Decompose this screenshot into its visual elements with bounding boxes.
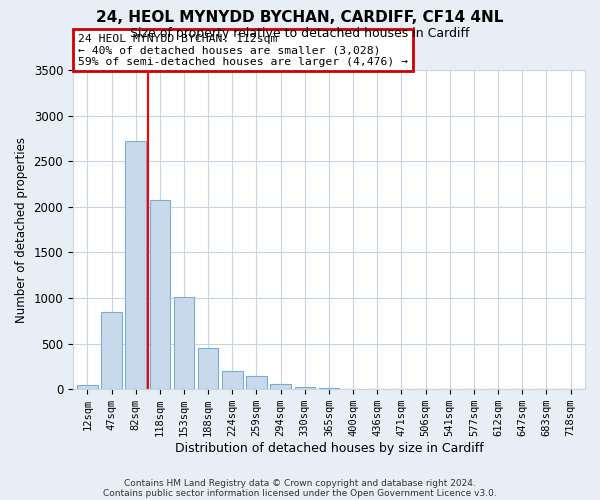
Text: Contains HM Land Registry data © Crown copyright and database right 2024.: Contains HM Land Registry data © Crown c… <box>124 478 476 488</box>
Bar <box>101 312 122 389</box>
X-axis label: Distribution of detached houses by size in Cardiff: Distribution of detached houses by size … <box>175 442 484 455</box>
Bar <box>271 384 291 389</box>
Bar <box>77 384 98 389</box>
Bar <box>246 376 267 389</box>
Bar <box>222 370 242 389</box>
Bar <box>295 388 315 389</box>
Bar <box>125 141 146 389</box>
Text: 24 HEOL MYNYDD BYCHAN: 112sqm
← 40% of detached houses are smaller (3,028)
59% o: 24 HEOL MYNYDD BYCHAN: 112sqm ← 40% of d… <box>78 34 408 67</box>
Bar <box>149 200 170 389</box>
Text: 24, HEOL MYNYDD BYCHAN, CARDIFF, CF14 4NL: 24, HEOL MYNYDD BYCHAN, CARDIFF, CF14 4N… <box>97 10 503 25</box>
Bar <box>198 348 218 389</box>
Y-axis label: Number of detached properties: Number of detached properties <box>15 136 28 322</box>
Text: Contains public sector information licensed under the Open Government Licence v3: Contains public sector information licen… <box>103 488 497 498</box>
Text: Size of property relative to detached houses in Cardiff: Size of property relative to detached ho… <box>130 28 470 40</box>
Bar <box>174 297 194 389</box>
Bar <box>319 388 339 389</box>
